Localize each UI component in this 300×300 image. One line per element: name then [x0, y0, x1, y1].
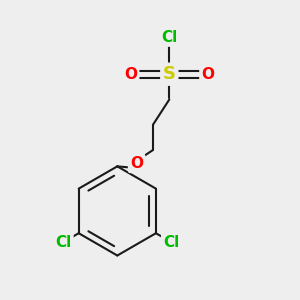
Text: O: O: [202, 67, 214, 82]
Text: Cl: Cl: [55, 235, 71, 250]
Text: O: O: [124, 67, 137, 82]
Text: S: S: [163, 65, 176, 83]
Text: O: O: [130, 156, 143, 171]
Text: Cl: Cl: [161, 30, 177, 45]
Text: Cl: Cl: [163, 235, 179, 250]
